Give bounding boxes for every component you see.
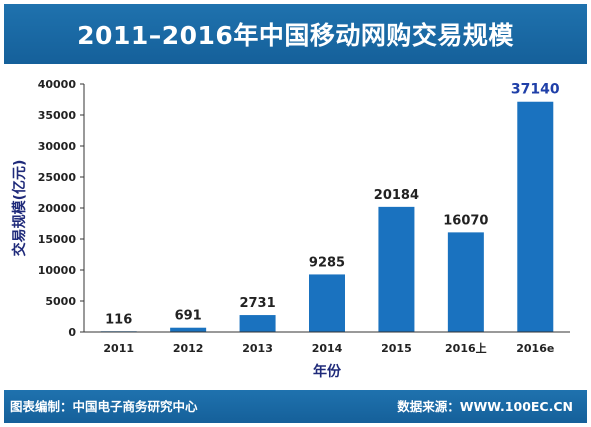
bar (309, 274, 345, 332)
bar (447, 232, 484, 332)
bar (239, 315, 276, 332)
y-tick-label: 5000 (45, 295, 76, 308)
data-label: 20184 (374, 188, 419, 203)
y-tick-label: 40000 (38, 78, 77, 91)
y-tick-label: 30000 (38, 140, 77, 153)
x-tick-label: 2016上 (445, 341, 487, 355)
y-tick-label: 20000 (38, 202, 77, 215)
title-banner: 2011–2016年中国移动网购交易规模 (4, 4, 587, 64)
data-label: 2731 (239, 296, 275, 311)
bar (378, 206, 415, 332)
y-tick-label: 35000 (38, 109, 77, 122)
y-axis-ticks: 0 5000 10000 15000 20000 25000 30000 35000 40000 (38, 78, 84, 339)
data-label: 37140 (511, 82, 560, 98)
data-label: 691 (175, 309, 202, 324)
x-tick-label: 2015 (381, 342, 412, 355)
x-tick-label: 2014 (312, 342, 343, 355)
footer-source: 数据来源：WWW.100EC.CN (397, 399, 573, 414)
chart-area: 0 5000 10000 15000 20000 25000 30000 35000 40000… (0, 64, 591, 390)
bar (517, 101, 554, 332)
y-tick-label: 15000 (38, 233, 77, 246)
x-axis-title: 年份 (313, 363, 342, 380)
y-tick-label: 10000 (38, 264, 77, 277)
bar (170, 327, 207, 332)
x-tick-label: 2016e (516, 342, 554, 355)
footer-banner: 图表编制：中国电子商务研究中心 数据来源：WWW.100EC.CN (4, 390, 587, 423)
y-axis-title: 交易规模(亿元) (11, 160, 28, 257)
footer-credit: 图表编制：中国电子商务研究中心 (10, 399, 198, 414)
data-label: 116 (105, 312, 132, 327)
x-tick-label: 2012 (173, 342, 204, 355)
y-tick-label: 25000 (38, 171, 77, 184)
data-label: 9285 (309, 255, 345, 270)
data-label: 16070 (443, 213, 488, 228)
x-tick-label: 2011 (103, 342, 134, 355)
bar-group (100, 101, 554, 332)
x-axis-ticks: 2011 2012 2013 2014 2015 2016上 2016e (103, 341, 554, 355)
data-label-group: 116 691 2731 9285 20184 16070 37140 (105, 82, 560, 328)
x-tick-label: 2013 (242, 342, 273, 355)
bar-chart: 0 5000 10000 15000 20000 25000 30000 35000 40000… (11, 78, 570, 380)
chart-title: 2011–2016年中国移动网购交易规模 (77, 21, 514, 50)
y-tick-label: 0 (68, 326, 76, 339)
